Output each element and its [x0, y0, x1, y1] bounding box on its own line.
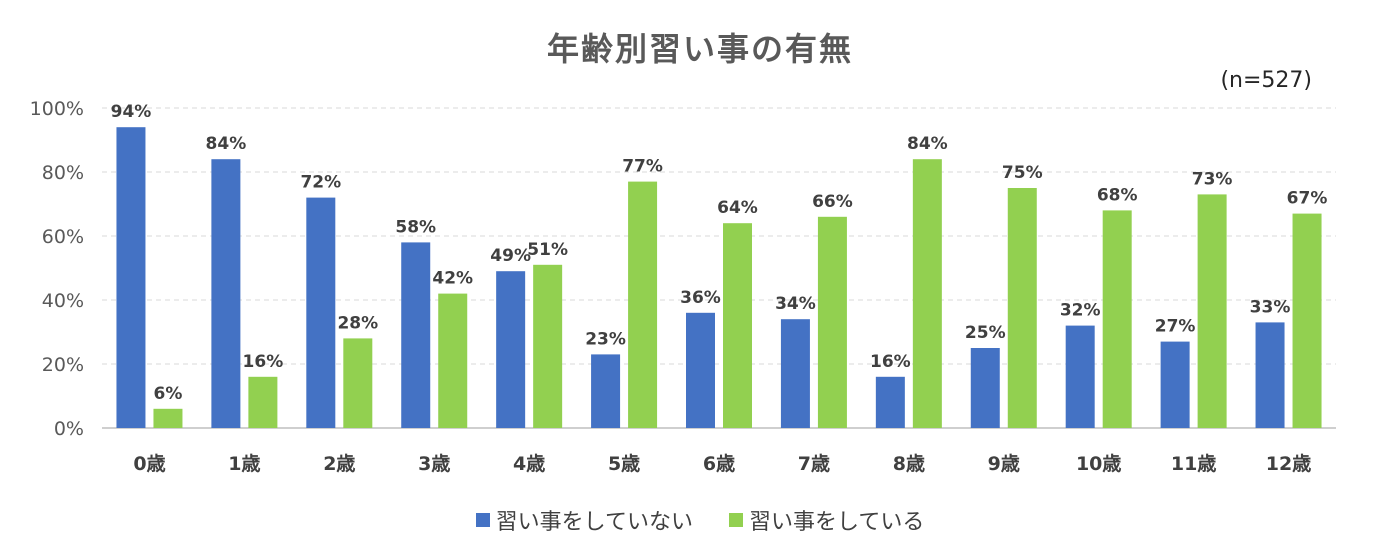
data-label: 16%	[870, 352, 911, 372]
x-tick-label: 4歳	[513, 453, 545, 475]
data-label: 68%	[1097, 185, 1138, 205]
bar-attending	[723, 223, 752, 428]
data-label: 51%	[527, 240, 568, 260]
x-tick-label: 6歳	[703, 453, 735, 475]
bar-not-attending	[496, 271, 526, 428]
data-label: 72%	[300, 173, 341, 193]
data-label: 6%	[154, 384, 183, 404]
bar-not-attending	[970, 348, 1000, 428]
bar-attending	[343, 338, 373, 428]
data-label: 75%	[1002, 163, 1043, 183]
x-tick-label: 5歳	[608, 453, 640, 475]
y-tick-label: 80%	[42, 162, 84, 184]
x-tick-label: 0歳	[133, 453, 165, 475]
legend-item-attending: 習い事をしている	[729, 504, 924, 536]
data-label: 66%	[812, 192, 853, 212]
bar-not-attending	[780, 319, 810, 428]
y-tick-label: 60%	[42, 226, 84, 248]
data-label: 67%	[1287, 189, 1328, 209]
data-label: 27%	[1155, 317, 1196, 337]
data-label: 42%	[432, 269, 473, 289]
legend-swatch-blue	[475, 513, 490, 527]
y-tick-label: 100%	[30, 98, 84, 120]
data-label: 16%	[243, 352, 284, 372]
x-tick-label: 7歳	[798, 453, 830, 475]
bar-not-attending	[1160, 341, 1190, 428]
x-tick-label: 9歳	[988, 453, 1020, 475]
legend-item-not-attending: 習い事をしていない	[475, 504, 693, 536]
x-tick-label: 8歳	[893, 453, 925, 475]
bar-not-attending	[401, 242, 431, 428]
y-tick-label: 20%	[42, 354, 84, 376]
data-label: 77%	[622, 157, 663, 177]
bar-attending	[628, 181, 658, 428]
data-label: 33%	[1250, 297, 1291, 317]
data-label: 73%	[1192, 169, 1233, 189]
data-label: 58%	[395, 217, 436, 237]
legend: 習い事をしていない 習い事をしている	[0, 504, 1400, 536]
legend-label: 習い事をしていない	[495, 510, 693, 535]
x-tick-label: 2歳	[323, 453, 355, 475]
data-label: 36%	[680, 288, 721, 308]
bar-not-attending	[1255, 322, 1285, 428]
bar-not-attending	[875, 376, 905, 428]
data-label: 32%	[1060, 301, 1101, 321]
sample-size-note: (n=527)	[1220, 68, 1312, 93]
bar-not-attending	[591, 354, 621, 428]
legend-swatch-green	[729, 513, 743, 527]
data-label: 84%	[907, 134, 948, 154]
data-label: 64%	[717, 198, 758, 218]
bar-not-attending	[116, 127, 146, 428]
bar-not-attending	[1065, 325, 1095, 428]
bar-attending	[248, 376, 278, 428]
x-tick-label: 10歳	[1076, 453, 1121, 475]
bar-attending	[1102, 210, 1132, 428]
bar-attending	[1292, 213, 1322, 428]
bar-attending	[1007, 188, 1037, 428]
data-label: 94%	[111, 102, 152, 122]
x-tick-label: 1歳	[228, 453, 260, 475]
y-tick-label: 0%	[54, 418, 84, 440]
bar-not-attending	[211, 159, 241, 428]
bar-not-attending	[306, 197, 336, 428]
data-label: 25%	[965, 323, 1006, 343]
bar-attending	[438, 293, 468, 428]
bar-attending	[153, 408, 183, 428]
x-tick-label: 11歳	[1171, 453, 1216, 475]
legend-label: 習い事をしている	[749, 510, 925, 535]
x-tick-label: 12歳	[1266, 453, 1311, 475]
data-label: 23%	[585, 329, 626, 349]
y-tick-label: 40%	[42, 290, 84, 312]
data-label: 49%	[490, 246, 531, 266]
data-label: 34%	[775, 294, 816, 314]
x-tick-label: 3歳	[418, 453, 450, 475]
bar-not-attending	[686, 312, 715, 428]
data-label: 28%	[337, 313, 378, 333]
bar-attending	[1197, 194, 1227, 428]
chart-title: 年齢別習い事の有無	[546, 30, 853, 68]
bar-attending	[817, 216, 847, 428]
bar-attending	[912, 159, 942, 428]
bar-attending	[533, 264, 563, 428]
data-label: 84%	[206, 134, 247, 154]
